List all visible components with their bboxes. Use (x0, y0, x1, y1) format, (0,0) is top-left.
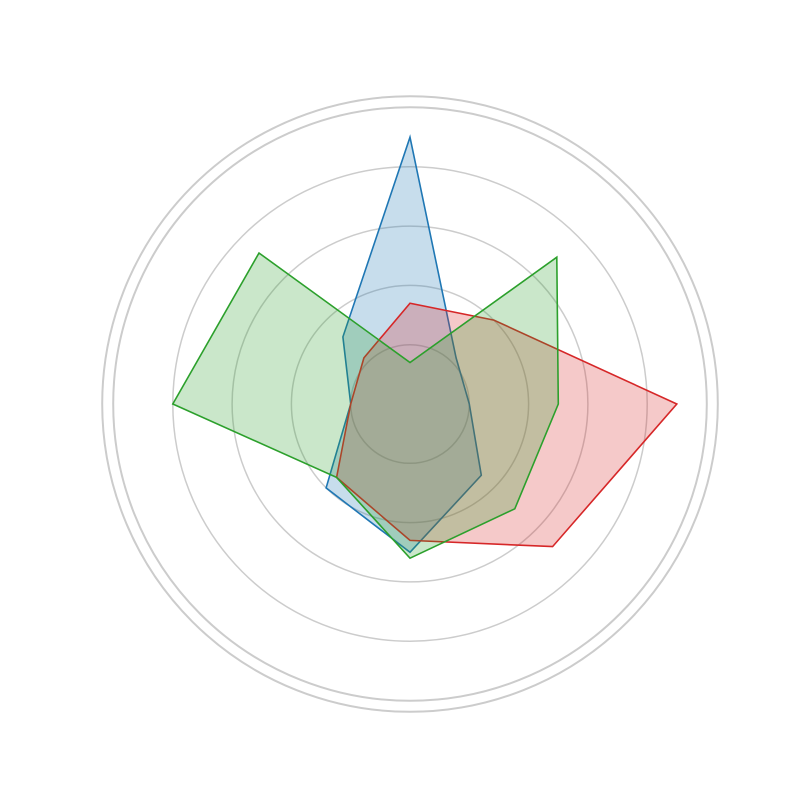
radar-series-group (171, 134, 679, 560)
outer-ring (112, 106, 708, 702)
grid-ring-3 (231, 225, 589, 583)
series-2-polygon (335, 302, 679, 548)
series-3-polygon (171, 251, 560, 560)
outer-frame-ring (101, 95, 719, 713)
grid-ring-2 (290, 284, 530, 524)
